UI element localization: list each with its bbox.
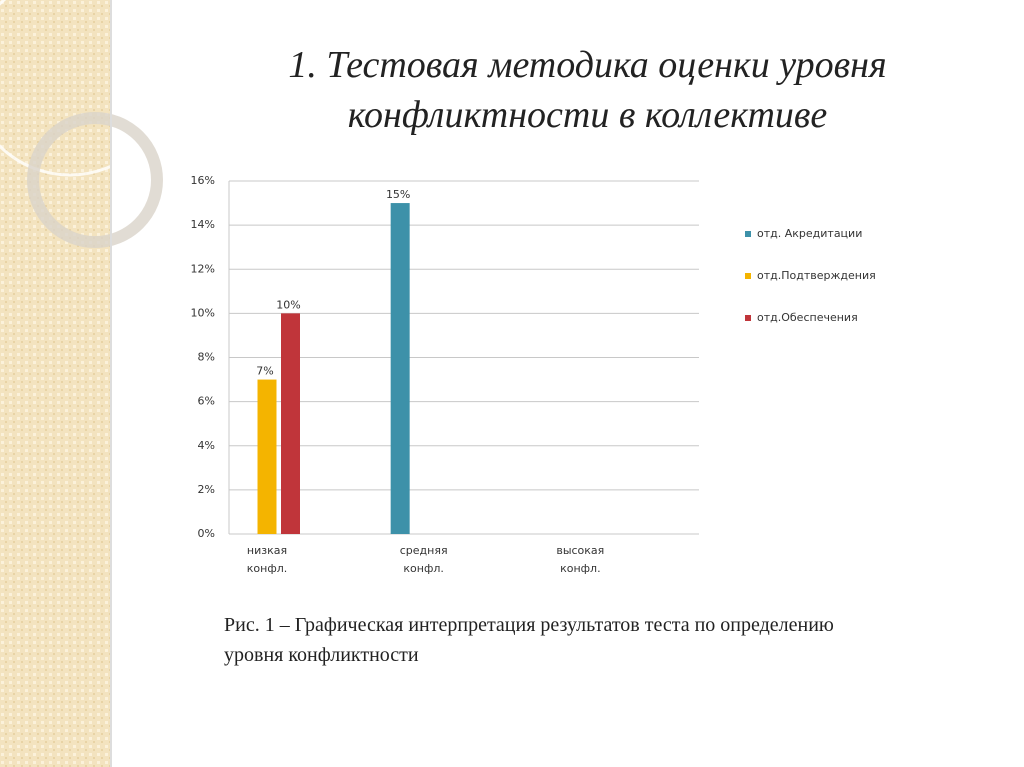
- legend-label: отд.Обеспечения: [757, 311, 858, 324]
- y-tick-label: 0%: [198, 527, 215, 540]
- legend-swatch: [745, 273, 751, 279]
- y-tick-label: 4%: [198, 439, 215, 452]
- legend-label: отд. Акредитации: [757, 227, 862, 240]
- value-label: 7%: [256, 365, 273, 378]
- bar: [257, 379, 277, 534]
- y-tick-label: 2%: [198, 483, 215, 496]
- bar: [390, 203, 410, 534]
- decor-circle: [0, 0, 172, 177]
- legend-swatch: [745, 231, 751, 237]
- x-tick-label: низкая конфл.: [246, 544, 288, 575]
- value-label: 10%: [276, 298, 300, 311]
- legend-swatch: [745, 315, 751, 321]
- y-tick-label: 6%: [198, 395, 215, 408]
- decor-circle: [27, 112, 163, 248]
- y-tick-label: 8%: [198, 351, 215, 364]
- y-tick-label: 14%: [191, 218, 215, 231]
- x-tick-label: средняя конфл.: [399, 544, 448, 575]
- caption: Рис. 1 – Графическая интерпретация резул…: [224, 614, 834, 666]
- y-tick-label: 16%: [191, 174, 215, 187]
- legend-label: отд.Подтверждения: [757, 269, 876, 282]
- bar: [281, 313, 300, 534]
- value-label: 15%: [386, 188, 410, 201]
- slide-title: 1. Тестовая методика оценки уровня конфл…: [288, 44, 887, 136]
- y-tick-label: 12%: [191, 262, 215, 275]
- x-tick-label: высокая конфл.: [556, 544, 605, 575]
- y-tick-label: 10%: [191, 306, 215, 319]
